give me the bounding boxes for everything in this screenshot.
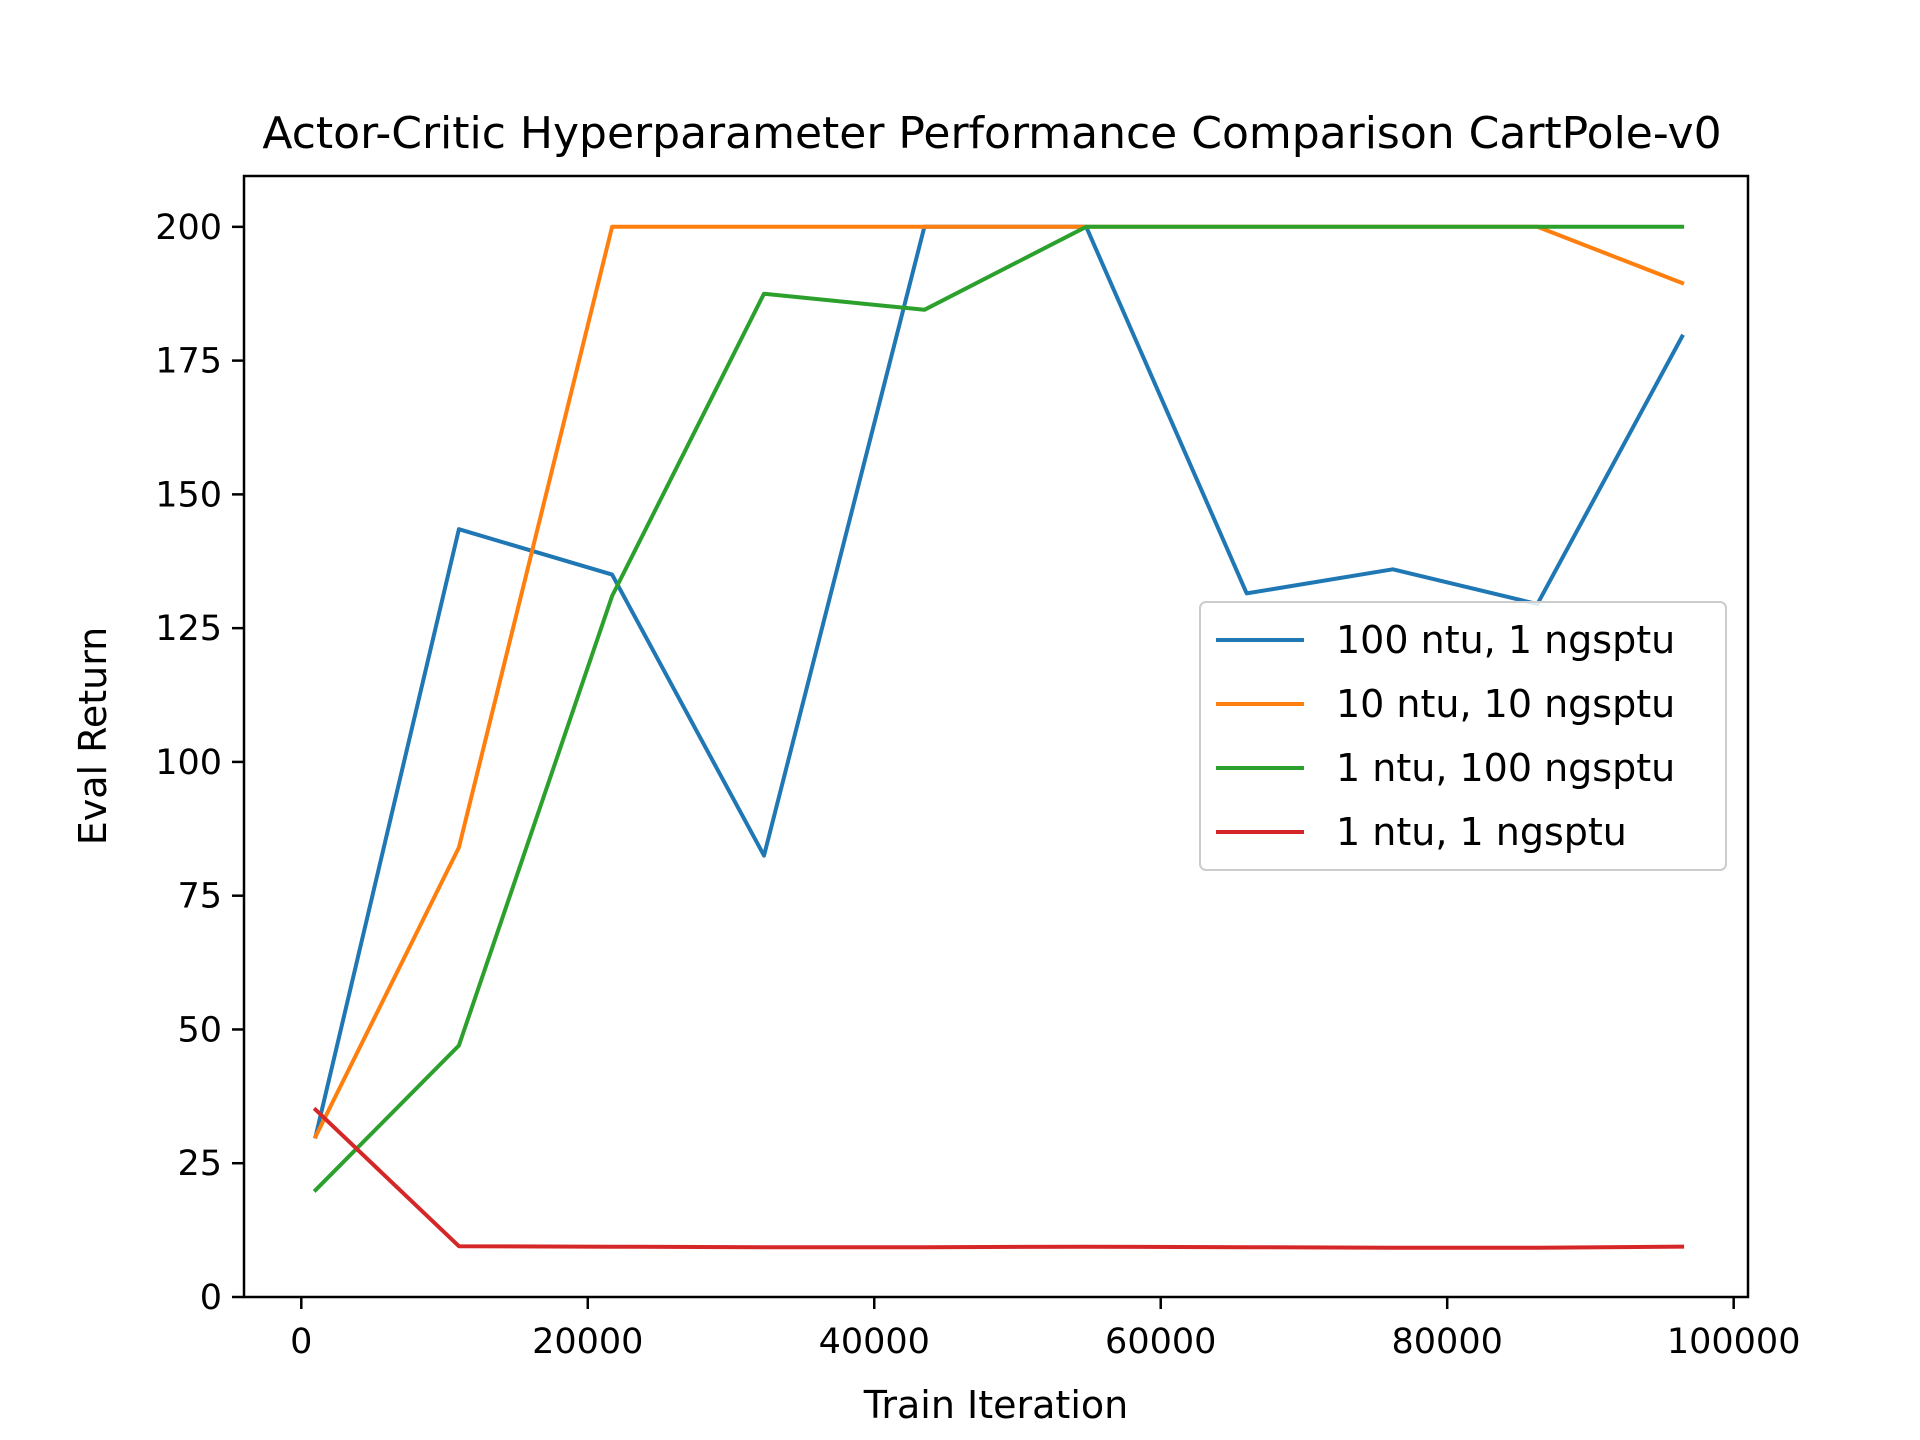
x-tick-label: 0 — [290, 1322, 312, 1362]
x-tick-label: 20000 — [532, 1322, 643, 1362]
series-line-4 — [312, 1106, 1685, 1250]
y-tick-label: 175 — [155, 342, 222, 382]
y-tick-label: 150 — [155, 475, 222, 515]
legend-label: 1 ntu, 1 ngsptu — [1336, 810, 1627, 854]
y-axis: 0 25 50 75 100 125 150 175 200 — [155, 208, 244, 1318]
legend-label: 100 ntu, 1 ngsptu — [1336, 618, 1675, 662]
y-tick-label: 125 — [155, 609, 222, 649]
y-tick-label: 0 — [200, 1278, 222, 1318]
y-axis-label: Eval Return — [71, 627, 115, 846]
legend: 100 ntu, 1 ngsptu 10 ntu, 10 ngsptu 1 ntu,… — [1199, 601, 1727, 871]
y-tick-label: 25 — [177, 1144, 222, 1184]
series-lines — [312, 224, 1685, 1250]
x-tick-label: 60000 — [1105, 1322, 1216, 1362]
plot-frame — [242, 174, 1750, 1299]
x-tick-label: 80000 — [1392, 1322, 1503, 1362]
legend-box — [1199, 601, 1727, 871]
x-axis-label: Train Iteration — [863, 1383, 1128, 1427]
x-tick-label: 100000 — [1667, 1322, 1801, 1362]
y-tick-label: 75 — [177, 877, 222, 917]
x-axis: 0 20000 40000 60000 80000 100000 — [290, 1297, 1800, 1362]
x-tick-label: 40000 — [819, 1322, 930, 1362]
series-line-3 — [312, 224, 1685, 1193]
y-tick-label: 200 — [155, 208, 222, 248]
legend-label: 1 ntu, 100 ngsptu — [1336, 746, 1675, 790]
legend-label: 10 ntu, 10 ngsptu — [1336, 682, 1675, 726]
y-tick-label: 50 — [177, 1010, 222, 1050]
chart-title: Actor-Critic Hyperparameter Performance … — [262, 108, 1721, 159]
y-tick-label: 100 — [155, 743, 222, 783]
